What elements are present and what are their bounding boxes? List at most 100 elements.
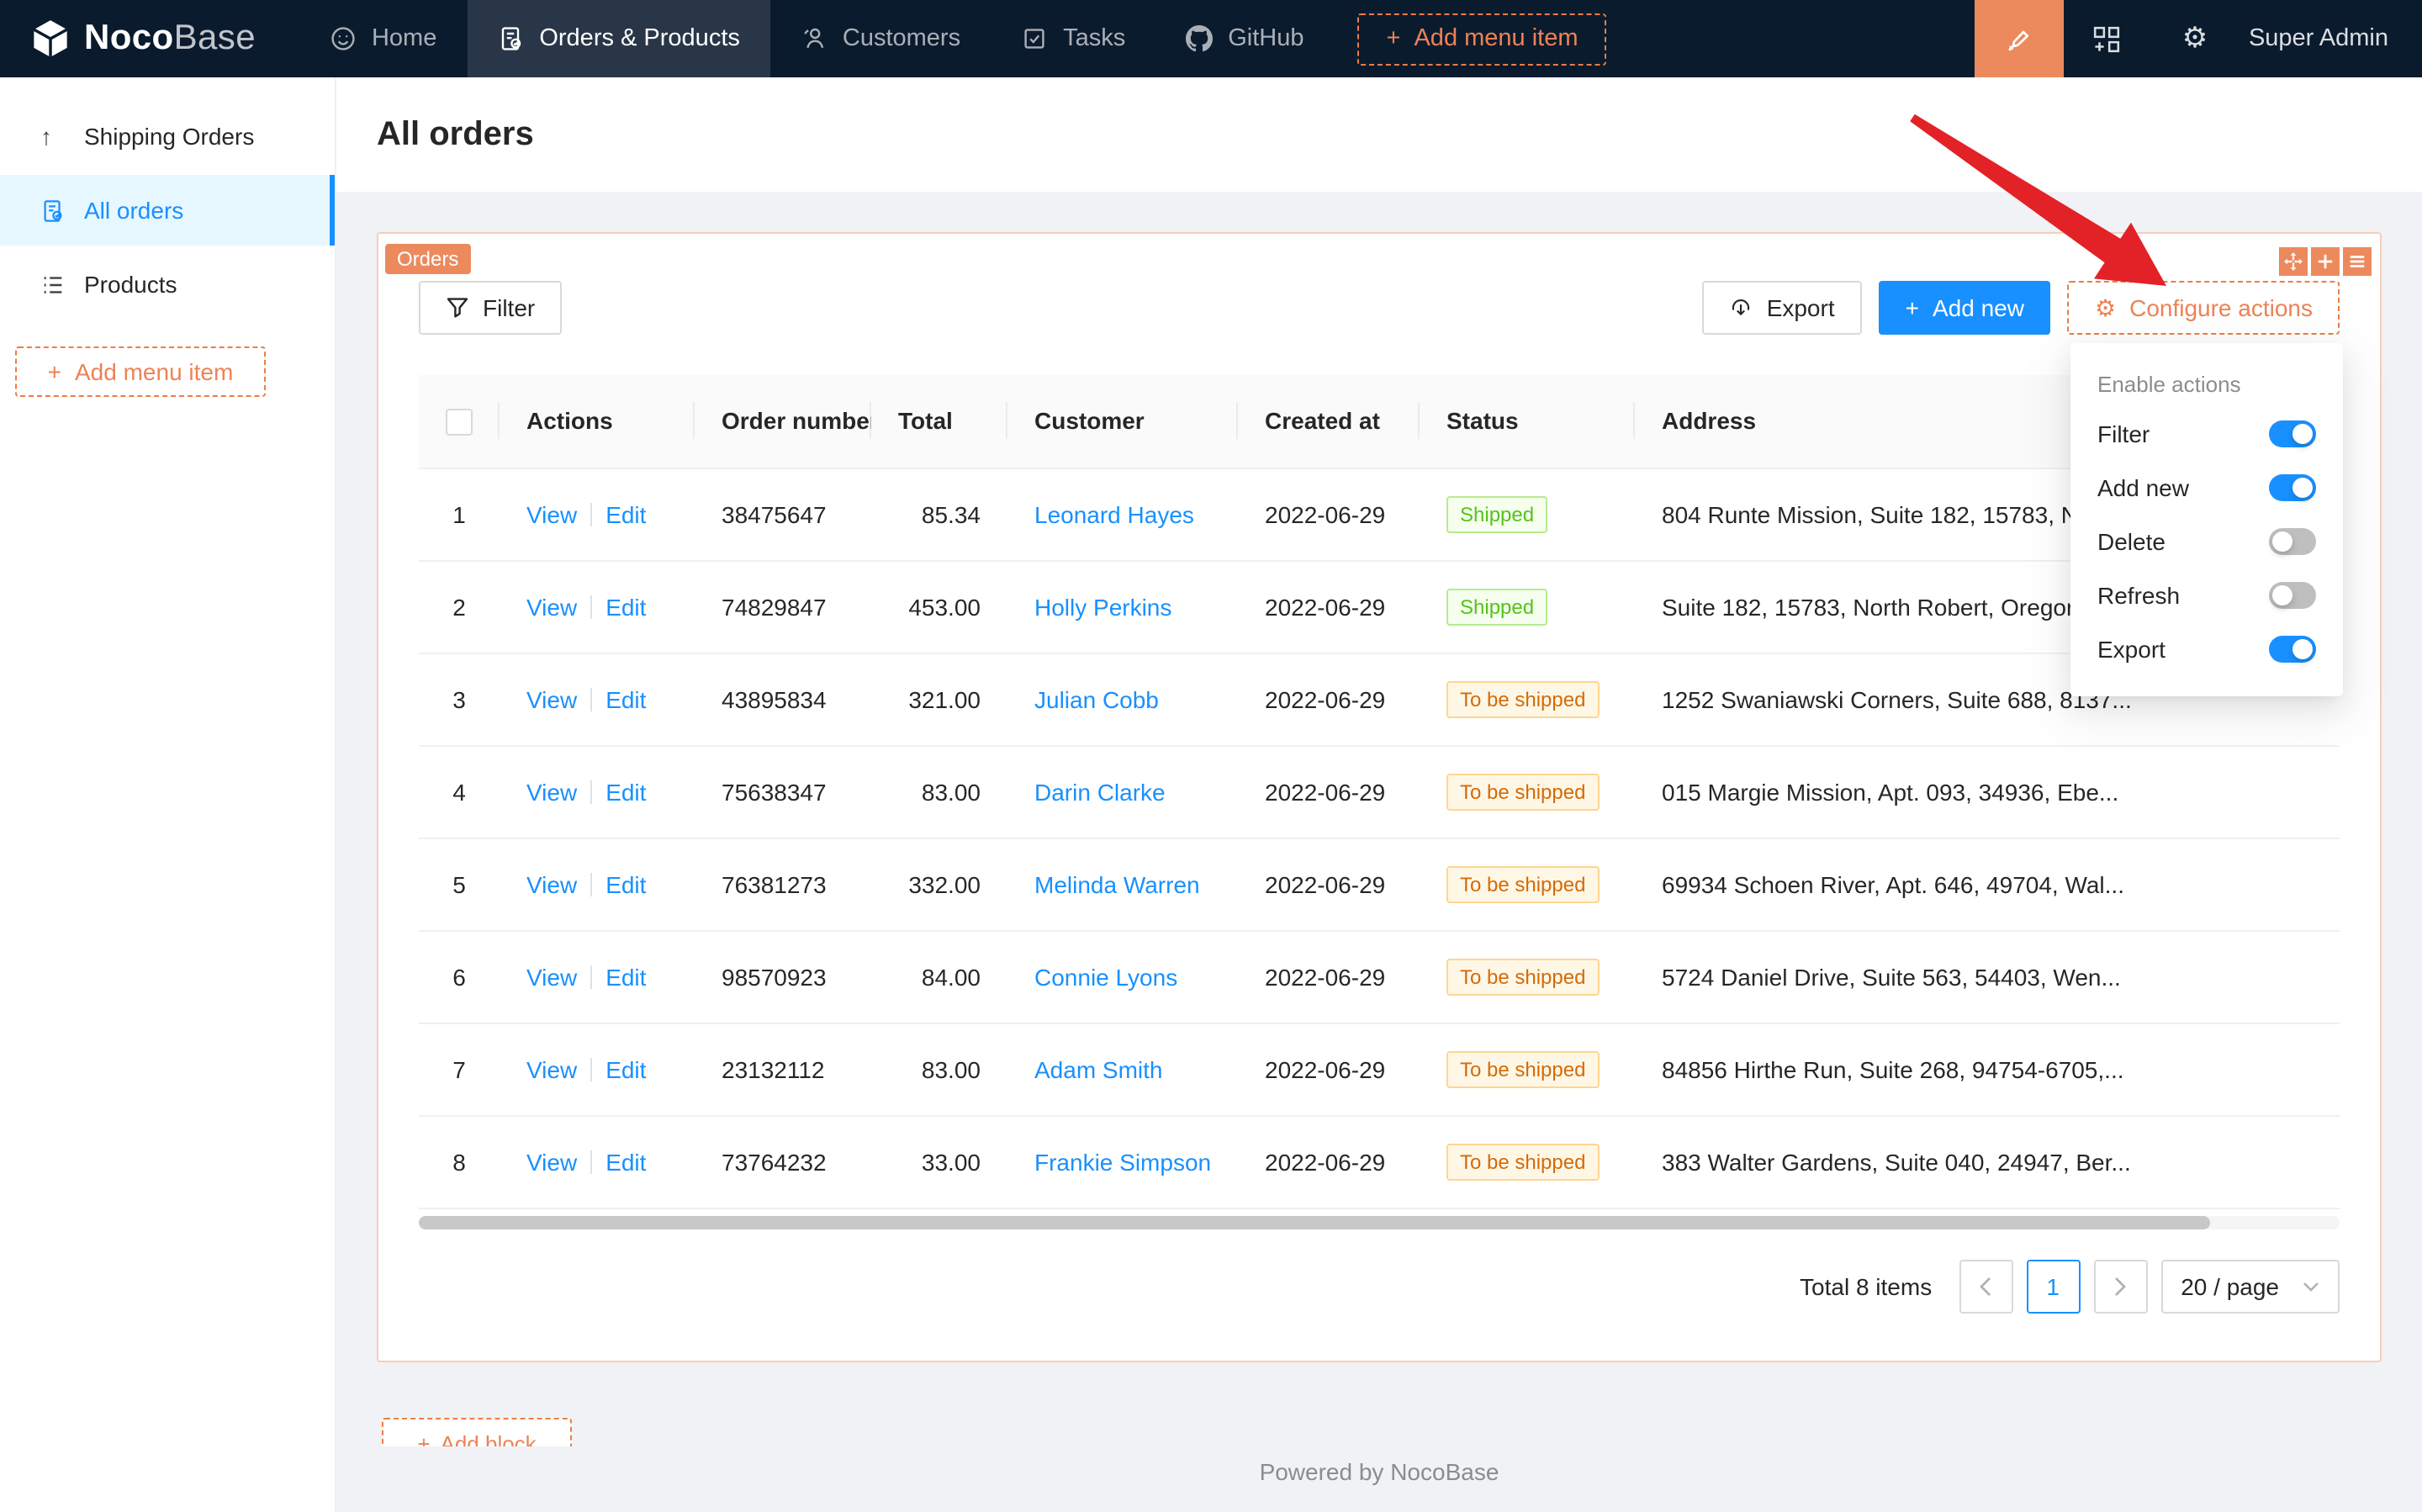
- customer-link[interactable]: Adam Smith: [1034, 1055, 1163, 1082]
- enable-action-label: Filter: [2097, 420, 2150, 447]
- status-badge: Shipped: [1446, 588, 1548, 625]
- cell-order-number: 76381273: [695, 838, 871, 931]
- customer-link[interactable]: Darin Clarke: [1034, 778, 1166, 805]
- enable-action-item-delete[interactable]: Delete: [2097, 515, 2316, 568]
- add-new-button[interactable]: + Add new: [1878, 281, 2051, 335]
- nav-item-label: Home: [371, 25, 437, 52]
- cell-customer: Leonard Hayes: [1007, 468, 1238, 561]
- cell-order-number: 23132112: [695, 1023, 871, 1116]
- export-button[interactable]: Export: [1702, 281, 1862, 335]
- table-row: 3 View Edit 43895834 321.00 Julian Cobb 2022-0…: [419, 653, 2340, 746]
- sidebar-item-all-orders[interactable]: All orders: [0, 175, 335, 246]
- add-block-button[interactable]: + Add block: [382, 1418, 572, 1446]
- edit-link[interactable]: Edit: [606, 1055, 647, 1082]
- edit-link[interactable]: Edit: [606, 1148, 647, 1175]
- nav-item-label: Orders & Products: [539, 25, 740, 52]
- sidebar-item-products[interactable]: Products: [0, 249, 335, 320]
- row-index: 8: [419, 1115, 500, 1208]
- select-all-checkbox[interactable]: [446, 408, 473, 436]
- home-smiley-icon: [331, 27, 355, 50]
- nav-item-home[interactable]: Home: [299, 0, 467, 77]
- row-index: 7: [419, 1023, 500, 1116]
- page-size-select[interactable]: 20 / page: [2160, 1259, 2340, 1313]
- enable-action-label: Export: [2097, 636, 2166, 663]
- nav-item-customers[interactable]: Customers: [770, 0, 991, 77]
- settings-gear-button[interactable]: ⚙: [2151, 0, 2239, 77]
- ui-editor-button[interactable]: [1974, 0, 2064, 77]
- nav-add-menu-item-button[interactable]: + Add menu item: [1357, 13, 1607, 65]
- list-icon: [40, 272, 67, 297]
- add-block-label: Add block: [440, 1430, 537, 1446]
- plus-icon: +: [417, 1430, 431, 1446]
- cell-total: 83.00: [871, 745, 1007, 838]
- enable-action-item-refresh[interactable]: Refresh: [2097, 568, 2316, 622]
- customer-link[interactable]: Leonard Hayes: [1034, 500, 1194, 527]
- block-collection-tag: Orders: [385, 244, 471, 274]
- toggle-switch[interactable]: [2269, 528, 2316, 555]
- user-menu[interactable]: Super Admin: [2239, 25, 2422, 52]
- customer-link[interactable]: Connie Lyons: [1034, 963, 1178, 990]
- table-row: 2 View Edit 74829847 453.00 Holly Perkins 2022…: [419, 560, 2340, 653]
- drag-move-button[interactable]: [2279, 247, 2308, 276]
- view-link[interactable]: View: [526, 685, 578, 712]
- cell-total: 321.00: [871, 653, 1007, 746]
- export-button-label: Export: [1766, 294, 1835, 321]
- toggle-switch[interactable]: [2269, 420, 2316, 447]
- action-divider: [590, 965, 593, 988]
- enable-action-item-add-new[interactable]: Add new: [2097, 461, 2316, 515]
- edit-link[interactable]: Edit: [606, 593, 647, 620]
- enable-action-item-filter[interactable]: Filter: [2097, 407, 2316, 461]
- customer-link[interactable]: Holly Perkins: [1034, 593, 1172, 620]
- configure-actions-button[interactable]: ⚙ Configure actions: [2067, 281, 2340, 335]
- edit-link[interactable]: Edit: [606, 685, 647, 712]
- nav-item-orders-products[interactable]: Orders & Products: [467, 0, 770, 77]
- filter-button[interactable]: Filter: [419, 281, 563, 335]
- row-index: 2: [419, 560, 500, 653]
- edit-link[interactable]: Edit: [606, 870, 647, 897]
- toggle-switch[interactable]: [2269, 474, 2316, 501]
- cell-customer: Connie Lyons: [1007, 930, 1238, 1023]
- view-link[interactable]: View: [526, 963, 578, 990]
- export-download-icon: [1732, 299, 1750, 316]
- cell-created-at: 2022-06-29: [1238, 653, 1420, 746]
- sidebar-item-shipping-orders[interactable]: ↑ Shipping Orders: [0, 101, 335, 172]
- view-link[interactable]: View: [526, 870, 578, 897]
- customer-link[interactable]: Frankie Simpson: [1034, 1148, 1212, 1175]
- toggle-knob: [2292, 424, 2313, 444]
- view-link[interactable]: View: [526, 1148, 578, 1175]
- sidebar-add-menu-item-button[interactable]: + Add menu item: [15, 346, 266, 397]
- pagination-page-1[interactable]: 1: [2026, 1259, 2081, 1313]
- view-link[interactable]: View: [526, 593, 578, 620]
- cell-order-number: 73764232: [695, 1115, 871, 1208]
- chevron-down-icon: [2303, 1282, 2319, 1291]
- nav-item-github[interactable]: GitHub: [1155, 0, 1334, 77]
- toggle-switch[interactable]: [2269, 636, 2316, 663]
- cell-customer: Melinda Warren: [1007, 838, 1238, 931]
- pagination-prev-button[interactable]: [1959, 1259, 2013, 1313]
- nocobase-logo[interactable]: NocoBase: [0, 19, 299, 59]
- row-actions: View Edit: [500, 560, 695, 653]
- customer-link[interactable]: Julian Cobb: [1034, 685, 1159, 712]
- view-link[interactable]: View: [526, 500, 578, 527]
- block-menu-button[interactable]: [2343, 247, 2372, 276]
- view-link[interactable]: View: [526, 1055, 578, 1082]
- add-action-button[interactable]: [2311, 247, 2340, 276]
- pagination-next-button[interactable]: [2093, 1259, 2148, 1313]
- table-row: 4 View Edit 75638347 83.00 Darin Clarke 2022-0…: [419, 745, 2340, 838]
- view-link[interactable]: View: [526, 778, 578, 805]
- toggle-knob: [2292, 639, 2313, 659]
- enable-action-label: Refresh: [2097, 582, 2181, 609]
- edit-link[interactable]: Edit: [606, 778, 647, 805]
- edit-link[interactable]: Edit: [606, 963, 647, 990]
- scrollbar-thumb[interactable]: [419, 1215, 2211, 1229]
- column-header-actions: Actions: [500, 375, 695, 468]
- customer-link[interactable]: Melinda Warren: [1034, 870, 1200, 897]
- menu-hamburger-icon: [2350, 256, 2365, 267]
- plugin-add-button[interactable]: [2064, 0, 2151, 77]
- enable-action-item-export[interactable]: Export: [2097, 622, 2316, 676]
- row-index: 1: [419, 468, 500, 561]
- nav-item-tasks[interactable]: Tasks: [991, 0, 1155, 77]
- document-check-icon: [40, 198, 67, 223]
- toggle-switch[interactable]: [2269, 582, 2316, 609]
- edit-link[interactable]: Edit: [606, 500, 647, 527]
